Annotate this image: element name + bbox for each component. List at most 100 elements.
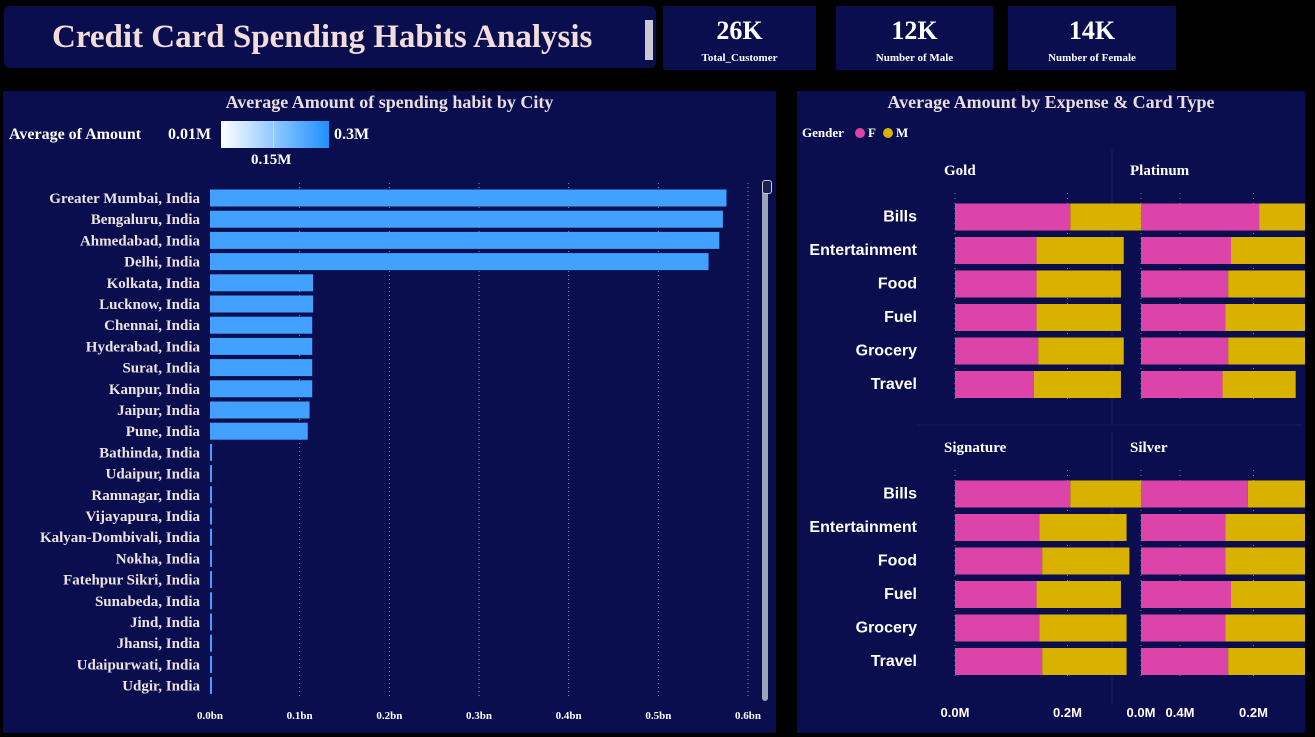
bar-segment-m: [1228, 648, 1305, 675]
y-category-label: Greater Mumbai, India: [49, 191, 200, 207]
bar: [210, 422, 308, 440]
bar: [210, 316, 313, 334]
bar-segment-f: [1141, 237, 1231, 264]
legend-swatch-m: [883, 128, 893, 138]
y-category-label: Udaipur, India: [106, 467, 201, 483]
y-category-label: Udaipurwati, India: [77, 657, 201, 673]
y-category-label: Kolkata, India: [107, 276, 201, 292]
color-legend-max: 0.3M: [334, 126, 370, 143]
legend-label-m: M: [896, 125, 908, 140]
y-category-label: Delhi, India: [124, 255, 200, 271]
bar: [210, 337, 313, 355]
facet-title: Silver: [1130, 440, 1168, 456]
x-tick-label: 0.2M: [1239, 705, 1268, 720]
y-category-label: Bills: [883, 486, 917, 503]
title-accent-bar: [645, 20, 653, 60]
y-category-label: Travel: [871, 376, 917, 393]
bar-segment-m: [1036, 270, 1121, 298]
bar-segment-m: [1039, 614, 1127, 642]
bar: [210, 380, 313, 398]
bar: [210, 655, 212, 673]
y-category-label: Kalyan-Dombivali, India: [40, 530, 201, 546]
y-category-label: Ramnagar, India: [91, 488, 200, 504]
bar-segment-f: [955, 237, 1037, 264]
bar: [210, 231, 720, 249]
bar-segment-m: [1225, 547, 1305, 575]
bar-segment-f: [955, 270, 1037, 298]
bar-segment-f: [1141, 270, 1229, 298]
bar-segment-f: [955, 371, 1034, 398]
bar-segment-f: [955, 337, 1039, 365]
y-category-label: Surat, India: [122, 361, 200, 377]
bar: [210, 677, 212, 695]
y-category-label: Entertainment: [809, 519, 917, 536]
x-tick-label: 0.0bn: [197, 710, 223, 722]
y-category-label: Nokha, India: [116, 551, 201, 567]
bar: [210, 528, 212, 546]
y-category-label: Vijayapura, India: [86, 509, 201, 525]
x-tick-label: 0.0M: [941, 705, 970, 720]
y-category-label: Jhansi, India: [117, 636, 201, 652]
y-category-label: Travel: [871, 653, 917, 670]
y-category-label: Bathinda, India: [99, 445, 200, 461]
y-category-label: Fuel: [884, 586, 917, 603]
x-tick-label: 0.1bn: [287, 710, 313, 722]
legend-title: Gender: [802, 125, 844, 140]
city-bar-chart: 0.0bn 0.1bn 0.2bn 0.3bn 0.4bn 0.5bn 0.6bn Great…: [40, 183, 761, 722]
y-category-label: Chennai, India: [104, 318, 200, 334]
kpi-label: Number of Male: [875, 52, 954, 64]
bar: [210, 571, 212, 589]
bar-segment-m: [1033, 371, 1121, 398]
bar-segment-m: [1259, 203, 1305, 231]
bar-segment-m: [1225, 614, 1305, 642]
bar-segment-m: [1042, 547, 1130, 575]
bar-segment-m: [1038, 337, 1124, 365]
y-category-label: Jind, India: [130, 615, 201, 631]
y-category-label: Kanpur, India: [109, 382, 201, 398]
city-chart-panel: Average Amount of spending habit by City…: [3, 91, 776, 733]
scrollbar-track[interactable]: [762, 183, 768, 701]
bar: [210, 401, 310, 419]
x-tick-label: 0.2M: [1053, 705, 1082, 720]
bar-segment-f: [955, 480, 1071, 508]
y-category-label: Lucknow, India: [99, 297, 200, 313]
kpi-value: 26K: [716, 16, 763, 45]
bar-segment-f: [955, 203, 1071, 231]
bar-segment-f: [1141, 547, 1226, 575]
facet-title: Gold: [944, 163, 976, 179]
expense-chart-panel: Average Amount by Expense & Card Type Ge…: [797, 91, 1305, 733]
bar-segment-m: [1036, 237, 1124, 264]
color-legend-label: Average of Amount: [9, 126, 142, 143]
color-legend-marker: [273, 121, 274, 148]
bar-segment-m: [1231, 581, 1305, 608]
facet-title: Signature: [944, 440, 1007, 456]
x-tick-label: 0.4M: [1166, 705, 1195, 720]
color-legend-mid: 0.15M: [251, 152, 292, 168]
bar: [210, 507, 212, 525]
x-tick-label: 0.6bn: [735, 710, 761, 722]
y-category-label: Sunabeda, India: [95, 594, 201, 610]
bar-segment-m: [1222, 371, 1296, 398]
bar-segment-m: [1228, 337, 1305, 365]
bar: [210, 592, 212, 610]
y-category-label: Bills: [883, 209, 917, 226]
y-category-label: Ahmedabad, India: [80, 233, 201, 249]
bar-segment-m: [1225, 514, 1305, 541]
bar-segment-m: [1036, 304, 1121, 331]
y-category-label: Fuel: [884, 309, 917, 326]
bar-segment-m: [1042, 648, 1127, 675]
bar: [210, 189, 727, 207]
color-legend-min: 0.01M: [168, 126, 212, 143]
kpi-card-male: 12K Number of Male: [836, 6, 993, 70]
y-category-label: Grocery: [856, 620, 917, 637]
x-tick-label: 0.2bn: [376, 710, 402, 722]
y-category-label: Fatehpur Sikri, India: [63, 573, 200, 589]
bar: [210, 210, 723, 228]
bar-segment-m: [1228, 270, 1305, 298]
legend-label-f: F: [868, 125, 876, 140]
scrollbar-handle[interactable]: [762, 180, 772, 194]
bar-segment-f: [1141, 614, 1226, 642]
bar-segment-f: [955, 648, 1043, 675]
bar: [210, 613, 212, 631]
y-category-label: Grocery: [856, 343, 917, 360]
